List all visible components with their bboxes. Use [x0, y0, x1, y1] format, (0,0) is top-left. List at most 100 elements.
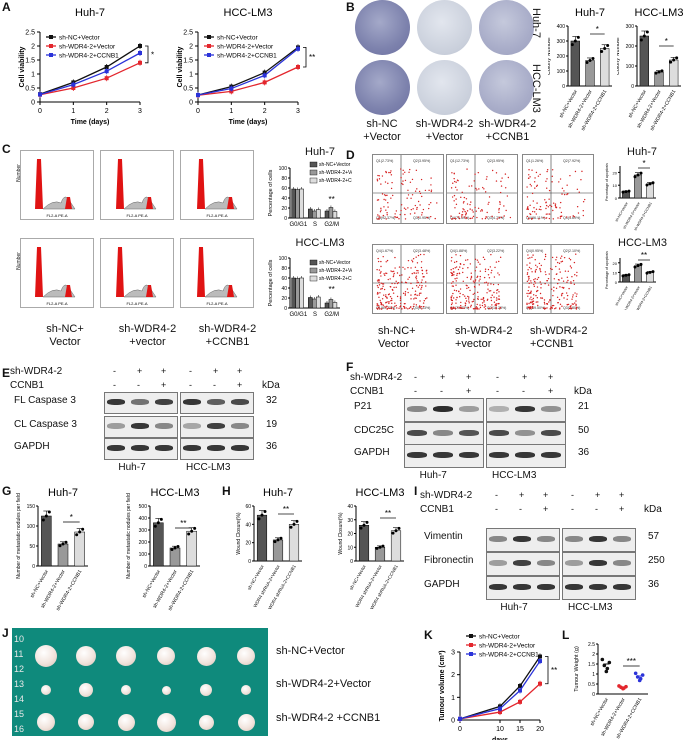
- chart-title: Huh-7: [575, 7, 605, 19]
- histogram-x-label: FL2-A PE-A: [206, 213, 227, 218]
- chart-d-lm3: 01020sh-NC+Vectorsh-WDR4-2+Vectorsh-WDR4…: [605, 251, 656, 310]
- event-dot: [498, 209, 500, 211]
- event-dot: [479, 278, 481, 280]
- protein-band: [183, 445, 201, 451]
- chart-c-huh7: 0 20 40 60 80 100 G0/G1 S G2/M Percentage of cell…: [268, 161, 352, 228]
- event-dot: [414, 212, 416, 214]
- event-dot: [566, 193, 568, 196]
- event-dot: [475, 210, 477, 212]
- lane-sign: +: [543, 490, 549, 500]
- event-dot: [392, 274, 395, 276]
- event-dot: [450, 187, 453, 189]
- event-dot: [557, 278, 560, 281]
- event-dot: [378, 281, 380, 283]
- event-dot: [483, 282, 486, 284]
- protein-band: [613, 536, 631, 542]
- event-dot: [545, 204, 548, 207]
- bar: [153, 522, 164, 567]
- g1-peak: [25, 247, 93, 297]
- event-dot: [453, 274, 455, 276]
- data-point: [153, 524, 157, 528]
- event-dot: [473, 285, 476, 288]
- event-dot: [560, 293, 563, 295]
- event-dot: [423, 276, 425, 278]
- chart-g-huh7: 050100150sh-NC+Vectorsh-WDR4-2+Vectorsh-…: [16, 487, 88, 612]
- event-dot: [578, 191, 580, 193]
- y-tick-label: 80: [281, 266, 287, 272]
- g1-peak: [105, 247, 173, 297]
- event-dot: [451, 285, 454, 287]
- event-dot: [526, 207, 529, 209]
- lane-sign: -: [213, 380, 216, 390]
- bar: [639, 35, 649, 87]
- histogram-x-label: FL2-A PE-A: [126, 301, 147, 306]
- legend-label: sh-WDR4-2+CCNB1: [479, 652, 539, 659]
- event-dot: [412, 258, 415, 260]
- event-dot: [459, 254, 462, 257]
- event-dot: [531, 169, 533, 171]
- protein-band: [613, 560, 631, 566]
- y-tick-label: 100: [27, 524, 36, 530]
- event-dot: [572, 279, 575, 282]
- event-dot: [529, 308, 531, 310]
- event-dot: [571, 296, 574, 298]
- histogram-plot: FL2-A PE-A: [180, 150, 254, 220]
- event-dot: [472, 215, 475, 218]
- event-dot: [473, 298, 475, 301]
- event-dot: [378, 296, 380, 299]
- event-dot: [377, 292, 379, 295]
- event-dot: [546, 170, 548, 173]
- protein-band: [459, 430, 479, 436]
- event-dot: [472, 293, 474, 296]
- event-dot: [469, 208, 471, 210]
- y-tick-label: 0.5: [25, 86, 35, 93]
- event-dot: [488, 201, 490, 204]
- event-dot: [528, 266, 531, 269]
- y-tick-label: 200: [557, 54, 566, 60]
- event-dot: [477, 261, 480, 263]
- data-point: [621, 190, 625, 194]
- event-dot: [411, 178, 414, 181]
- data-point: [624, 273, 628, 277]
- event-dot: [499, 201, 501, 203]
- series-line: [39, 52, 141, 96]
- series-line: [459, 683, 541, 720]
- event-dot: [417, 270, 419, 272]
- legend-swatch: [309, 177, 318, 184]
- event-dot: [547, 206, 550, 208]
- event-dot: [559, 178, 562, 180]
- event-dot: [535, 294, 537, 297]
- event-dot: [421, 308, 423, 310]
- kda-value: 19: [266, 419, 278, 430]
- y-axis-label: Tumour Weight (g): [574, 646, 580, 692]
- significance-mark: **: [551, 666, 557, 675]
- event-dot: [479, 304, 481, 306]
- event-dot: [493, 291, 495, 294]
- event-dot: [378, 305, 380, 307]
- kda-value: 36: [266, 441, 278, 452]
- event-dot: [493, 276, 496, 278]
- event-dot: [426, 297, 428, 299]
- event-dot: [389, 307, 391, 310]
- protein-label: CL Caspase 3: [14, 419, 77, 430]
- event-dot: [378, 279, 380, 282]
- quadrant-label: Q3(4.69%): [563, 216, 580, 220]
- protein-band: [459, 406, 479, 412]
- event-dot: [487, 203, 489, 205]
- lane-sign: +: [519, 490, 525, 500]
- event-dot: [563, 193, 566, 196]
- event-dot: [548, 301, 550, 303]
- protein-band: [433, 430, 453, 436]
- event-dot: [565, 216, 568, 218]
- event-dot: [544, 199, 546, 201]
- event-dot: [506, 195, 509, 197]
- significance-bracket: [303, 47, 307, 68]
- y-axis-label: Tumour volume (cm³): [439, 650, 446, 721]
- lane-sign: +: [522, 372, 528, 382]
- event-dot: [495, 304, 498, 307]
- histogram-x-label: FL2-A PE-A: [206, 301, 227, 306]
- col-label-line: Vector: [49, 336, 81, 348]
- event-dot: [457, 290, 460, 293]
- event-dot: [383, 206, 385, 208]
- event-dot: [559, 217, 562, 219]
